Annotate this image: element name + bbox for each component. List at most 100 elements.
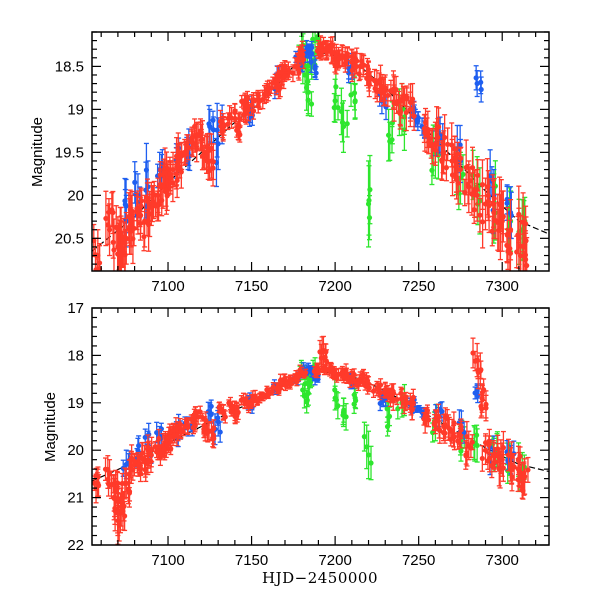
data-point <box>471 207 477 213</box>
top-red-point <box>119 230 125 267</box>
data-point <box>226 400 232 406</box>
bottom-red-point <box>192 406 199 423</box>
data-point <box>491 195 497 202</box>
top-red-point <box>391 84 397 122</box>
top-red-point <box>161 158 167 188</box>
data-point <box>339 119 346 126</box>
data-point <box>440 150 446 156</box>
data-point <box>449 142 455 148</box>
top-series-red <box>92 35 530 271</box>
top-red-point <box>458 146 464 171</box>
data-point <box>134 208 140 215</box>
data-point <box>122 480 128 487</box>
data-point <box>308 101 315 107</box>
bottom-red-point <box>132 453 138 470</box>
top-red-point <box>379 77 385 95</box>
top-red-point <box>144 182 150 214</box>
top-red-point <box>496 176 503 233</box>
data-point <box>319 349 325 355</box>
data-point <box>490 201 497 207</box>
data-point <box>352 99 358 105</box>
top-red-point <box>192 118 198 135</box>
data-point <box>164 437 170 443</box>
top-blue-point <box>214 102 220 158</box>
data-point <box>178 429 184 435</box>
top-red-point <box>170 163 176 203</box>
data-point <box>338 108 345 115</box>
top-x-tick-label: 7200 <box>318 278 351 295</box>
top-y-tick-label: 18.5 <box>55 58 84 75</box>
data-point <box>309 44 315 51</box>
top-green-point <box>344 109 350 138</box>
bottom-red-point <box>185 419 191 436</box>
bottom-red-point <box>174 424 180 447</box>
data-point <box>500 213 506 220</box>
data-point <box>478 86 484 93</box>
top-blue-point <box>478 76 484 103</box>
bottom-red-point <box>136 454 142 472</box>
top-red-point <box>217 109 224 134</box>
data-point <box>377 400 383 407</box>
top-red-point <box>178 142 184 164</box>
bottom-red-point <box>115 485 121 516</box>
top-red-point <box>435 107 442 147</box>
data-point <box>110 209 116 216</box>
data-point <box>435 124 442 130</box>
data-point <box>477 212 483 218</box>
data-point <box>282 73 288 79</box>
data-point <box>475 392 481 398</box>
bottom-red-point <box>211 428 217 449</box>
top-red-point <box>220 119 226 142</box>
data-point <box>95 482 102 488</box>
top-x-tick-label: 7300 <box>486 278 519 295</box>
data-point <box>245 107 251 113</box>
top-red-point <box>454 166 460 193</box>
top-red-point <box>403 93 409 132</box>
data-point <box>275 76 281 83</box>
data-point <box>475 172 481 178</box>
data-point <box>391 100 397 106</box>
top-red-point <box>449 122 455 168</box>
top-green-point <box>308 91 315 117</box>
top-red-point <box>409 82 416 116</box>
top-red-point <box>113 205 119 250</box>
top-blue-point <box>309 40 315 55</box>
top-red-point <box>263 86 269 101</box>
top-green-point <box>366 165 372 236</box>
top-red-point <box>199 120 206 159</box>
top-red-point <box>282 69 288 83</box>
data-point <box>497 224 504 230</box>
data-point <box>340 412 346 418</box>
data-point <box>178 150 184 156</box>
top-y-axis-title: Magnitude <box>29 117 46 187</box>
bottom-red-point <box>164 434 170 446</box>
top-red-point <box>397 97 404 127</box>
data-point <box>365 66 371 72</box>
data-point <box>479 182 486 188</box>
data-point <box>110 239 116 245</box>
top-red-point <box>153 193 159 218</box>
data-point <box>445 141 451 147</box>
data-point <box>142 434 148 440</box>
data-point <box>321 366 327 372</box>
data-point <box>145 459 151 465</box>
data-point <box>361 434 367 440</box>
data-point <box>182 151 189 158</box>
bottom-green-point <box>364 424 370 470</box>
data-point <box>192 141 198 147</box>
bottom-red-point <box>240 392 247 406</box>
bottom-red-point <box>226 399 232 407</box>
data-point <box>222 414 228 420</box>
data-point <box>290 70 296 76</box>
bottom-red-point <box>111 474 117 521</box>
top-red-point <box>372 78 378 100</box>
data-point <box>234 411 240 417</box>
top-green-point <box>335 94 341 121</box>
data-point <box>225 121 231 127</box>
data-point <box>385 92 391 99</box>
data-point <box>523 221 529 227</box>
data-point <box>144 195 150 201</box>
data-point <box>211 435 217 442</box>
top-x-tick-label: 7250 <box>402 278 435 295</box>
top-red-point <box>428 129 434 159</box>
